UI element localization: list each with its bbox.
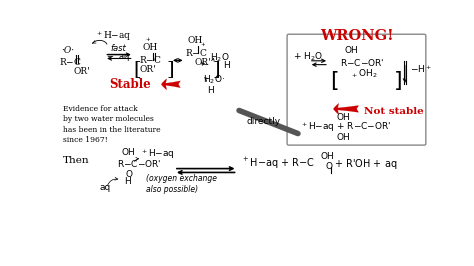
Text: [: [ (330, 71, 339, 91)
Text: R$-$C: R$-$C (185, 47, 208, 58)
Text: R$-$C: R$-$C (59, 56, 82, 67)
Text: OR': OR' (140, 65, 156, 74)
Text: H$_2$O: H$_2$O (210, 51, 229, 64)
Text: $^+$: $^+$ (199, 42, 206, 51)
Text: OH: OH (345, 47, 358, 56)
Text: $^+$H$-$aq $+$ R$-$C: $^+$H$-$aq $+$ R$-$C (241, 156, 315, 171)
Text: R$-$C$-$OR': R$-$C$-$OR' (340, 57, 384, 68)
Text: WRONG!: WRONG! (320, 29, 394, 43)
Text: OH: OH (320, 152, 334, 161)
Text: Not stable: Not stable (364, 107, 424, 115)
Text: directly: directly (247, 117, 281, 126)
Text: Then: Then (63, 156, 90, 165)
Text: H: H (124, 177, 131, 186)
Text: fast: fast (110, 44, 126, 53)
Text: OH: OH (337, 114, 350, 122)
Text: OH: OH (188, 36, 203, 45)
FancyBboxPatch shape (287, 34, 426, 145)
Text: aq: aq (100, 183, 111, 192)
Text: O: O (326, 162, 333, 171)
Text: Evidence for attack
by two water molecules
has been in the literature
since 1967: Evidence for attack by two water molecul… (63, 105, 161, 144)
Text: ]: ] (166, 60, 174, 78)
Text: OH: OH (121, 148, 135, 157)
Text: $_+$OH$_2$: $_+$OH$_2$ (350, 68, 377, 80)
Text: H: H (223, 61, 229, 70)
Text: H: H (207, 86, 214, 95)
Text: $^+$: $^+$ (145, 36, 152, 45)
Text: O: O (126, 170, 133, 179)
Text: $-$H$^+$: $-$H$^+$ (410, 63, 432, 75)
Text: ]: ] (213, 60, 220, 78)
Text: H$_2$O·: H$_2$O· (203, 74, 226, 86)
Text: $^+$H$-$aq: $^+$H$-$aq (95, 29, 131, 43)
Text: OH: OH (337, 133, 350, 142)
Text: OR': OR' (195, 58, 211, 67)
Text: R$-$C$-$OR': R$-$C$-$OR' (118, 158, 162, 169)
Text: (oxygen exchange
also possible): (oxygen exchange also possible) (146, 174, 217, 194)
Text: [: [ (134, 60, 141, 78)
Text: $^+$H$-$aq: $^+$H$-$aq (140, 148, 174, 161)
Text: $+$ R'OH $+$ aq: $+$ R'OH $+$ aq (334, 157, 398, 171)
Text: OR': OR' (73, 67, 90, 76)
Text: $+$ H$_2$O: $+$ H$_2$O (293, 51, 323, 63)
Text: ]: ] (394, 71, 403, 91)
Text: R$-$C: R$-$C (139, 54, 162, 65)
Text: OH: OH (142, 43, 157, 52)
Text: ·O·: ·O· (61, 47, 74, 56)
Text: $-$  aq: $-$ aq (106, 52, 130, 63)
Text: $^+$H$-$aq + R$-$C$-$OR': $^+$H$-$aq + R$-$C$-$OR' (300, 121, 391, 135)
Text: Stable: Stable (109, 78, 151, 91)
